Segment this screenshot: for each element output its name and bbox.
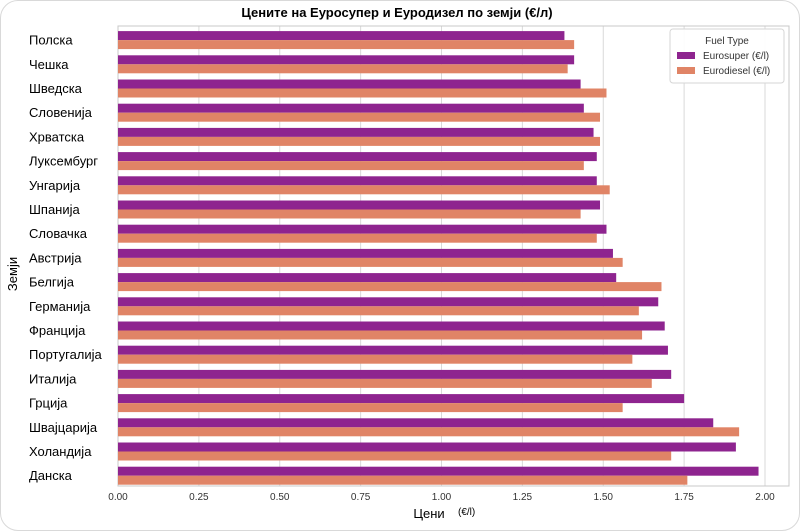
bar-eurodiesel — [118, 475, 688, 485]
legend-title: Fuel Type — [705, 36, 749, 47]
category-label: Шведска — [29, 81, 83, 96]
chart-title: Цените на Еуросупер и Еуродизел по земји… — [241, 5, 552, 20]
bar-eurosuper — [118, 394, 685, 404]
category-label: Швајцарија — [29, 420, 98, 435]
x-tick-label: 0.25 — [189, 492, 209, 503]
category-label: Луксембург — [29, 154, 98, 169]
bar-eurosuper — [118, 297, 659, 307]
bar-eurosuper — [118, 200, 601, 210]
bar-eurodiesel — [118, 161, 584, 171]
category-label: Португалија — [29, 347, 103, 362]
legend-box — [669, 28, 785, 84]
bar-eurodiesel — [118, 40, 575, 50]
bar-eurodiesel — [118, 282, 662, 292]
bar-eurosuper — [118, 224, 607, 234]
bar-eurosuper — [118, 418, 714, 428]
category-label: Италија — [29, 371, 77, 386]
x-tick-label: 0.00 — [108, 492, 128, 503]
bar-eurosuper — [118, 127, 594, 137]
x-tick-label: 0.75 — [351, 492, 371, 503]
bar-eurodiesel — [118, 427, 740, 437]
bar-eurodiesel — [118, 306, 639, 316]
bar-eurodiesel — [118, 257, 623, 267]
category-label: Грција — [29, 396, 68, 411]
category-label: Данска — [29, 468, 73, 483]
category-label: Белгија — [29, 275, 75, 290]
category-label: Холандија — [29, 444, 92, 459]
bar-eurodiesel — [118, 378, 652, 388]
category-label: Германија — [29, 299, 91, 314]
bar-eurosuper — [118, 442, 736, 452]
legend-label-eurodiesel: Eurodiesel (€/l) — [703, 66, 770, 77]
category-label: Словачка — [29, 226, 88, 241]
bar-eurodiesel — [118, 136, 601, 146]
bar-eurodiesel — [118, 88, 607, 98]
category-label: Унгарија — [29, 178, 81, 193]
category-label: Словенија — [29, 105, 93, 120]
bar-eurodiesel — [118, 451, 672, 461]
legend: Fuel Type Eurosuper (€/l) Eurodiesel (€/… — [669, 28, 785, 84]
category-label: Франција — [29, 323, 86, 338]
bar-eurosuper — [118, 273, 617, 283]
legend-swatch-eurodiesel — [677, 67, 695, 74]
y-axis-label: Земји — [5, 257, 20, 291]
category-label: Полска — [29, 33, 73, 48]
x-tick-label: 0.50 — [270, 492, 290, 503]
bar-eurodiesel — [118, 112, 601, 122]
bar-eurodiesel — [118, 209, 581, 219]
bar-eurodiesel — [118, 403, 623, 413]
category-label: Австрија — [29, 250, 82, 265]
bar-eurosuper — [118, 79, 581, 89]
category-label: Чешка — [29, 57, 69, 72]
bar-eurodiesel — [118, 185, 610, 195]
legend-label-eurosuper: Eurosuper (€/l) — [703, 51, 769, 62]
bar-eurodiesel — [118, 330, 643, 340]
bar-eurodiesel — [118, 64, 568, 74]
bar-eurosuper — [118, 466, 759, 476]
bar-eurosuper — [118, 55, 575, 65]
legend-swatch-eurosuper — [677, 52, 695, 59]
x-tick-label: 1.75 — [674, 492, 694, 503]
bar-eurosuper — [118, 321, 665, 331]
x-axis-unit: (€/l) — [458, 507, 475, 518]
x-tick-label: 2.00 — [755, 492, 775, 503]
bar-eurodiesel — [118, 233, 597, 243]
category-labels: Полска Чешка Шведска Словенија Хрватска Луксе… — [29, 33, 103, 484]
x-tick-label: 1.25 — [513, 492, 533, 503]
bar-eurosuper — [118, 152, 597, 162]
bar-eurosuper — [118, 345, 668, 355]
bar-eurosuper — [118, 369, 672, 379]
x-tick-label: 1.50 — [594, 492, 614, 503]
x-tick-labels: 0.00 0.25 0.50 0.75 1.00 1.25 1.50 1.75 2.00 — [108, 492, 775, 503]
category-label: Хрватска — [29, 129, 85, 144]
bar-eurosuper — [118, 103, 584, 113]
bar-eurosuper — [118, 31, 565, 41]
bar-eurosuper — [118, 248, 613, 258]
category-label: Шпанија — [29, 202, 81, 217]
bars — [118, 31, 759, 485]
x-tick-label: 1.00 — [432, 492, 452, 503]
bar-eurodiesel — [118, 354, 633, 364]
x-axis-label: Цени — [413, 506, 444, 521]
bar-eurosuper — [118, 176, 597, 186]
